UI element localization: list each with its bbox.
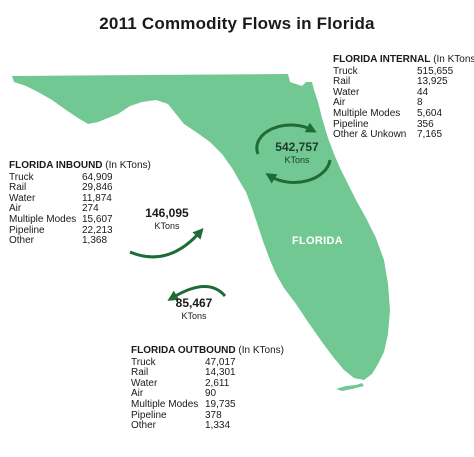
- internal-unit: (In KTons): [433, 54, 474, 65]
- mode-label: Water: [333, 86, 360, 98]
- table-row: Rail 14,301: [131, 368, 236, 379]
- table-row: Rail 29,846: [9, 183, 113, 194]
- table-row: Water 11,874: [9, 192, 113, 205]
- mode-label: Truck: [131, 356, 156, 368]
- inbound-unit: (In KTons): [105, 160, 151, 171]
- mode-value: 15,607: [82, 213, 113, 225]
- mode-label: Multiple Modes: [9, 213, 77, 225]
- inbound-flow-total: 146,095 KTons: [132, 206, 202, 231]
- outbound-header: FLORIDA OUTBOUND (In KTons): [131, 345, 284, 357]
- table-row: Truck 47,017: [131, 356, 236, 369]
- mode-value: 11,874: [82, 192, 112, 204]
- outbound-total-unit: KTons: [181, 311, 207, 321]
- mode-label: Other & Unkown: [333, 129, 407, 141]
- table-row: Other & Unkown 7,165: [333, 130, 453, 141]
- inbound-flow-arrow: [129, 227, 204, 259]
- inbound-total-value: 146,095: [145, 206, 189, 220]
- mode-value: 1,368: [82, 235, 108, 247]
- inbound-header: FLORIDA INBOUND (In KTons): [9, 160, 151, 172]
- mode-label: Truck: [9, 171, 34, 183]
- outbound-unit: (In KTons): [238, 345, 284, 356]
- mode-value: 2,611: [205, 377, 230, 389]
- mode-label: Multiple Modes: [131, 398, 199, 410]
- state-label: FLORIDA: [292, 235, 343, 247]
- mode-value: 22,213: [82, 224, 113, 236]
- mode-value: 19,735: [205, 398, 236, 410]
- mode-value: 13,925: [417, 76, 448, 88]
- table-row: Other 1,334: [131, 421, 236, 432]
- mode-value: 5,604: [417, 107, 443, 119]
- mode-value: 29,846: [82, 182, 113, 194]
- internal-total-unit: KTons: [284, 155, 310, 165]
- table-row: Air 8: [333, 98, 453, 109]
- keys-islands: [336, 383, 364, 391]
- mode-label: Water: [131, 377, 158, 389]
- outbound-total-value: 85,467: [175, 296, 213, 310]
- table-row: Multiple Modes 15,607: [9, 213, 113, 226]
- internal-table: Truck 515,655 Rail 13,925 Water 44 Air 8 Mul…: [333, 65, 454, 141]
- outbound-table: Truck 47,017 Rail 14,301 Water 2,611 Air 90 …: [131, 356, 236, 432]
- internal-header: FLORIDA INTERNAL (In KTons): [333, 54, 474, 66]
- mode-value: 64,909: [82, 171, 113, 183]
- table-row: Multiple Modes 5,604: [333, 107, 453, 120]
- mode-label: Rail: [9, 182, 27, 194]
- table-row: Pipeline 378: [131, 409, 236, 422]
- mode-value: 1,334: [205, 420, 231, 432]
- mode-value: 274: [82, 203, 99, 215]
- table-row: Air 274: [9, 204, 113, 215]
- mode-label: Multiple Modes: [333, 107, 401, 119]
- table-row: Water 2,611: [131, 377, 236, 390]
- mode-label: Air: [9, 203, 22, 215]
- mode-value: 14,301: [205, 367, 236, 379]
- mode-label: Other: [9, 235, 35, 247]
- table-row: Other 1,368: [9, 236, 113, 247]
- table-row: Air 90: [131, 389, 236, 400]
- mode-label: Pipeline: [9, 224, 45, 236]
- mode-label: Truck: [333, 65, 358, 77]
- table-row: Truck 64,909: [9, 171, 113, 184]
- inbound-panel: FLORIDA INBOUND (In KTons) Truck 64,909 R…: [9, 160, 151, 247]
- inbound-table: Truck 64,909 Rail 29,846 Water 11,874 Air 27…: [9, 171, 113, 247]
- table-row: Rail 13,925: [333, 77, 453, 88]
- table-row: Multiple Modes 19,735: [131, 398, 236, 411]
- internal-total-value: 542,757: [275, 140, 319, 154]
- mode-value: 515,655: [417, 65, 454, 77]
- mode-value: 47,017: [205, 356, 236, 368]
- mode-value: 378: [205, 409, 222, 421]
- mode-label: Other: [131, 420, 157, 432]
- florida-shape: [12, 74, 390, 380]
- mode-label: Pipeline: [131, 409, 167, 421]
- inbound-total-unit: KTons: [154, 221, 180, 231]
- internal-flow-arrow-top: [255, 122, 317, 155]
- internal-flow-arrow-bottom: [265, 159, 332, 184]
- mode-value: 356: [417, 118, 434, 130]
- chart-title: 2011 Commodity Flows in Florida: [99, 14, 375, 33]
- outbound-panel: FLORIDA OUTBOUND (In KTons) Truck 47,017 …: [131, 345, 284, 432]
- mode-label: Air: [131, 388, 144, 400]
- table-row: Pipeline 356: [333, 118, 453, 131]
- inbound-heading: FLORIDA INBOUND: [9, 160, 103, 171]
- mode-label: Air: [333, 97, 346, 109]
- mode-value: 8: [417, 97, 423, 109]
- mode-value: 90: [205, 388, 217, 400]
- internal-panel: FLORIDA INTERNAL (In KTons) Truck 515,655…: [333, 54, 474, 141]
- internal-heading: FLORIDA INTERNAL: [333, 54, 431, 65]
- outbound-heading: FLORIDA OUTBOUND: [131, 345, 236, 356]
- table-row: Pipeline 22,213: [9, 224, 113, 237]
- mode-label: Rail: [333, 76, 351, 88]
- mode-label: Rail: [131, 367, 149, 379]
- outbound-flow-total: 85,467 KTons: [159, 296, 229, 321]
- outbound-flow-arrow: [167, 285, 227, 301]
- table-row: Water 44: [333, 86, 453, 99]
- mode-value: 44: [417, 86, 429, 98]
- mode-label: Pipeline: [333, 118, 369, 130]
- mode-value: 7,165: [417, 129, 443, 141]
- table-row: Truck 515,655: [333, 65, 454, 78]
- mode-label: Water: [9, 192, 36, 204]
- internal-flow-total: 542,757 KTons: [262, 140, 332, 165]
